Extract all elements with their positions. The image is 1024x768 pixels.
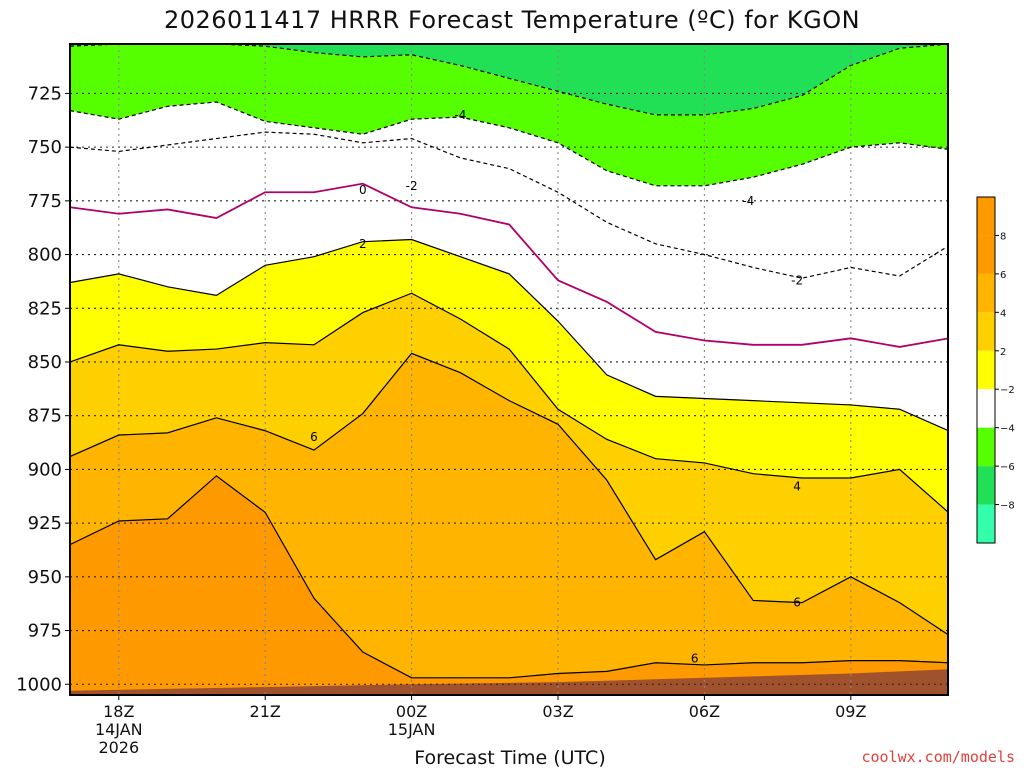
- colorbar-segment-4: [977, 350, 995, 390]
- colorbar-tick-label-6: −6: [1000, 462, 1015, 473]
- x-tick-label-06Z: 06Z: [689, 702, 720, 721]
- x-tick-year-18Z: 2026: [98, 738, 139, 757]
- isotherm-label-3: 2: [359, 237, 367, 251]
- ground-surface: [70, 669, 948, 695]
- x-tick-label-09Z: 09Z: [835, 702, 866, 721]
- isotherm-label-4: 6: [310, 430, 318, 444]
- colorbar-segment-2: [977, 273, 995, 313]
- colorbar-segment-8: [977, 504, 995, 543]
- x-tick-date-18Z: 14JAN: [95, 720, 143, 739]
- y-tick-label-875: 875: [28, 406, 62, 427]
- colorbar-segment-0: [977, 197, 995, 236]
- temperature-fill-bands: [70, 44, 949, 695]
- y-tick-label-925: 925: [28, 513, 62, 534]
- isotherm-0-3: [69, 182, 949, 348]
- band-2-to-4: [70, 239, 949, 513]
- isotherm-2-4: [69, 238, 949, 432]
- isotherm--4-0: [69, 43, 949, 116]
- y-tick-label-1000: 1000: [16, 674, 62, 695]
- isotherm-label-2: 0: [359, 183, 367, 197]
- y-tick-label-725: 725: [28, 83, 62, 104]
- isotherm-label-6: -2: [791, 273, 803, 287]
- y-tick-label-975: 975: [28, 621, 62, 642]
- colorbar-tick-label-2: 4: [1000, 308, 1006, 319]
- colorbar-segment-7: [977, 466, 995, 505]
- colorbar-segment-5: [977, 389, 995, 428]
- band-6-to-8: [70, 353, 949, 678]
- x-tick-label-03Z: 03Z: [542, 702, 573, 721]
- y-tick-label-775: 775: [28, 191, 62, 212]
- isotherm-label-7: 4: [793, 480, 801, 494]
- isotherm-label-1: -2: [406, 179, 418, 193]
- colorbar-tick-label-1: 6: [1000, 270, 1006, 281]
- y-tick-label-800: 800: [28, 245, 62, 266]
- band-4-to-6: [70, 293, 949, 635]
- colorbar-segment-3: [977, 312, 995, 351]
- band-minus-4-to-minus-2: [70, 44, 949, 186]
- band-minus-2-to-0-upper: [70, 102, 949, 279]
- x-axis-label: Forecast Time (UTC): [414, 747, 605, 768]
- colorbar-tick-label-5: −4: [1000, 424, 1015, 435]
- y-tick-label-750: 750: [28, 137, 62, 158]
- band-minus-2-to-0: [70, 132, 949, 347]
- chart-title: 2026011417 HRRR Forecast Temperature (ºC…: [164, 6, 860, 34]
- colorbar-tick-label-3: 2: [1000, 347, 1006, 358]
- band-above-8: [70, 475, 949, 695]
- y-tick-label-900: 900: [28, 459, 62, 480]
- x-tick-label-21Z: 21Z: [250, 702, 281, 721]
- isotherm-6-6: [69, 352, 949, 636]
- colorbar-tick-label-7: −8: [1000, 501, 1015, 512]
- isotherm-lines: [69, 43, 949, 679]
- colorbar-frame: [976, 196, 996, 544]
- colorbar-segment-6: [977, 427, 995, 467]
- x-tick-label-00Z: 00Z: [396, 702, 427, 721]
- band-0-to-2: [70, 183, 949, 431]
- colorbar-segment-1: [977, 235, 995, 274]
- isotherm-8-7: [69, 475, 949, 679]
- isotherm-label-0: -4: [454, 108, 466, 122]
- colorbar: 8 6 4 2 −2 −4 −6 −8: [976, 196, 1015, 544]
- colorbar-tick-label-4: −2: [1000, 385, 1015, 396]
- y-axis: 725 750 775 800 825 850 875 900 925 950 975 1000: [16, 83, 70, 695]
- isotherm--2-2: [69, 131, 949, 279]
- y-tick-label-950: 950: [28, 567, 62, 588]
- x-tick-date-00Z: 15JAN: [388, 720, 436, 739]
- band-below-minus-6: [70, 44, 949, 115]
- isotherm--2-1: [69, 101, 949, 187]
- credit-text[interactable]: coolwx.com/models: [861, 748, 1015, 766]
- isotherm-label-5: -4: [742, 194, 754, 208]
- isotherm-labels: -4 -2 0 2 6 -4 -2 4 6 6: [310, 108, 803, 666]
- x-tick-label-18Z: 18Z: [103, 702, 134, 721]
- plot-grid: [70, 44, 948, 695]
- plot-frame: [69, 43, 949, 696]
- colorbar-tick-label-0: 8: [1000, 231, 1006, 242]
- y-tick-label-850: 850: [28, 352, 62, 373]
- y-tick-label-825: 825: [28, 298, 62, 319]
- isotherm-4-5: [69, 292, 949, 513]
- isotherm-label-9: 6: [691, 651, 699, 665]
- isotherm-label-8: 6: [793, 596, 801, 610]
